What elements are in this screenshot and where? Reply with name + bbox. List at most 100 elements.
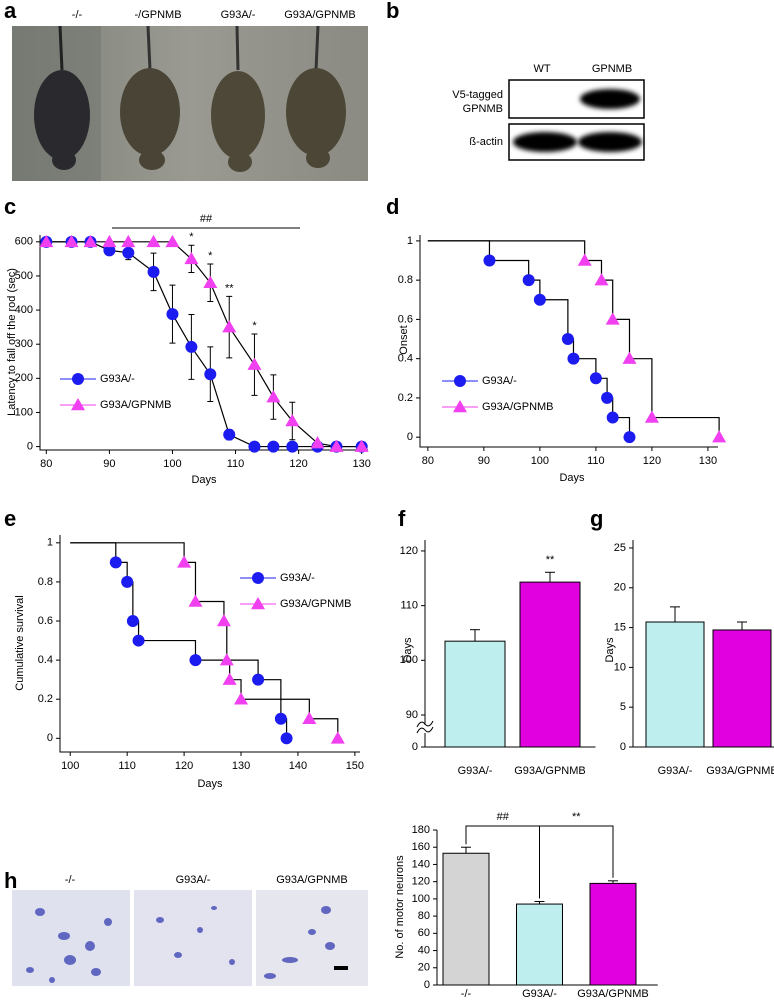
marker [280,732,293,745]
x-tick-label: 90 [103,458,115,470]
blot-column: GPNMB [592,63,632,75]
panel-label: h [4,868,17,893]
marker [561,333,574,346]
annotation: ## [200,213,213,225]
marker [83,234,98,248]
y-tick-label: 20 [614,582,626,594]
marker [712,430,727,443]
y-tick-label: 90 [406,709,418,721]
marker [166,308,179,321]
marker [184,251,199,265]
y-tick-label: 140 [412,858,430,870]
panel-label: c [4,194,16,219]
marker [354,439,369,452]
series-line [46,241,362,448]
marker [103,244,116,257]
y-tick-label: 0.6 [38,615,53,627]
marker [601,391,614,404]
y-tick-label: 80 [418,910,430,922]
marker [577,253,592,266]
marker [234,692,249,705]
x-tick-label: 130 [699,455,717,467]
marker [302,711,317,725]
step-line [629,358,653,418]
marker [247,357,262,370]
x-tick-label: 120 [289,458,307,470]
y-tick-label: 0.6 [398,313,413,325]
blot-row-label: ß-actin [469,136,503,148]
marker [644,410,659,423]
annotation: ** [572,811,581,823]
marker [522,274,535,287]
y-tick-label: 600 [15,236,33,248]
step-line [184,561,197,602]
y-tick-label: 0.8 [398,274,413,286]
marker [330,731,345,744]
legend-marker [251,597,265,610]
legend-marker [252,572,264,584]
blot-row-label: V5-tagged [452,89,503,101]
x-tick-label: G93A/- [458,765,493,777]
y-tick-label: 0 [424,979,430,991]
marker [203,275,218,289]
photo-label: G93A/- [221,9,256,21]
y-tick-label: 200 [15,372,33,384]
marker [216,614,231,627]
legend-label: G93A/- [482,375,517,387]
step-line [427,240,586,261]
y-tick-label: 0.8 [38,576,53,588]
y-tick-label: 25 [614,542,626,554]
y-tick-label: 400 [15,304,33,316]
marker [266,390,281,403]
marker [165,234,180,248]
bar [519,581,581,748]
x-tick-label: G93A/- [522,988,557,1000]
x-tick-label: G93A/GPNMB [514,765,586,777]
step-line [573,358,597,379]
series-line [46,241,362,448]
x-tick-label: 130 [232,760,250,772]
marker [605,312,620,325]
bar [516,903,563,986]
x-tick-label: G93A/GPNMB [577,988,649,1000]
significance-bracket [539,825,614,899]
y-tick-label: 0.2 [398,392,413,404]
step-line [70,542,185,563]
axis-title: Onset [398,325,410,354]
marker [286,440,299,453]
x-tick-label: 80 [40,458,52,470]
legend-label: G93A/GPNMB [482,401,554,413]
photo-label: G93A/GPNMB [284,9,356,21]
y-tick-label: 110 [400,600,418,612]
marker [274,712,287,725]
marker [248,440,261,453]
step-line [539,299,569,340]
y-tick-label: 120 [412,876,430,888]
marker [623,431,636,444]
x-tick-label: G93A/- [658,765,693,777]
y-tick-label: 160 [412,841,430,853]
step-line [601,279,614,320]
step-line [612,318,631,359]
step-line [70,542,117,563]
y-tick-label: 1 [47,537,53,549]
x-tick-label: 100 [531,455,549,467]
mouse-photo [12,25,368,181]
y-tick-label: 120 [400,545,418,557]
step-line [651,416,720,438]
legend-marker [453,400,467,413]
axis-title: Latency to fall off the rod (sec) [6,268,18,416]
western-blot [508,79,645,161]
marker [185,340,198,353]
marker [533,293,546,306]
x-tick-label: 150 [346,760,364,772]
panel-label: e [4,506,16,531]
y-tick-label: 0.4 [38,654,53,666]
y-tick-label: 0 [620,741,626,753]
x-tick-label: 110 [227,458,245,470]
x-tick-label: 130 [353,458,371,470]
axis-title: Days [402,637,414,663]
marker [189,654,202,667]
x-tick-label: 140 [289,760,307,772]
